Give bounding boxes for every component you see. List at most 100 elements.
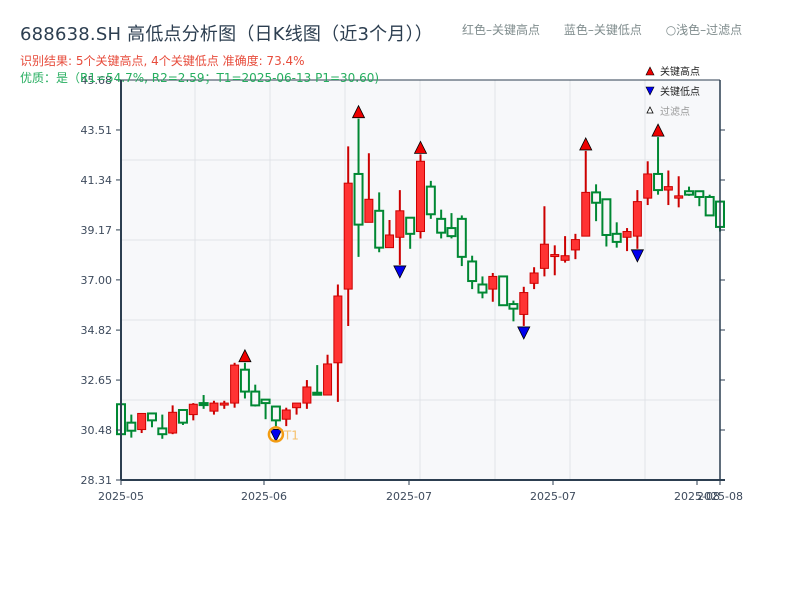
result-summary: 识别结果: 5个关键高点, 4个关键低点 准确度: 73.4% (20, 54, 305, 68)
key-high-marker (351, 104, 366, 119)
candle (177, 408, 188, 424)
candle (674, 195, 684, 199)
x-tick-label: 2025-07 (530, 490, 576, 503)
candle (550, 254, 560, 258)
candle (333, 295, 343, 364)
candle (239, 368, 250, 393)
x-tick-label: 2025-05 (98, 490, 144, 503)
candle (446, 227, 457, 238)
candle (632, 201, 642, 237)
candle (591, 191, 602, 204)
candle (643, 173, 653, 199)
legend-high-label: 关键高点 (660, 65, 700, 78)
chart-title: 688638.SH 高低点分析图（日K线图（近3个月）） (20, 24, 433, 45)
high-marker-legend-icon (645, 66, 655, 76)
candle (425, 185, 436, 216)
y-tick-label: 32.65 (81, 374, 113, 387)
candle (456, 217, 467, 258)
candle (157, 427, 168, 436)
legend-red-high: 红色–关键高点 (462, 23, 541, 37)
x-tick-label: 2025-08 (697, 490, 743, 503)
legend-light-filtered: ○浅色–过滤点 (665, 23, 743, 37)
y-tick-label: 30.48 (81, 424, 113, 437)
legend-filtered-label: 过滤点 (660, 105, 690, 118)
candle (260, 398, 271, 405)
candle (529, 272, 539, 284)
x-tick-label: 2025-07 (386, 490, 432, 503)
candle (364, 198, 374, 223)
key-low-marker (630, 249, 645, 263)
candle (436, 217, 447, 234)
y-tick-label: 39.17 (81, 224, 113, 237)
candle (312, 391, 323, 396)
candle (281, 409, 291, 420)
candle (137, 412, 147, 431)
candle (209, 402, 219, 412)
y-tick-label: 37.00 (81, 274, 113, 287)
candle (270, 405, 281, 422)
candle (611, 232, 622, 243)
key-high-marker (579, 137, 593, 151)
candle (188, 403, 198, 416)
low-marker-legend-icon (645, 86, 655, 96)
y-tick-label: 41.34 (81, 174, 113, 187)
key-low-marker (393, 265, 407, 279)
key-low-marker (517, 326, 531, 340)
x-tick-label: 2025-06 (241, 490, 287, 503)
candle (581, 191, 591, 237)
candle (416, 160, 425, 233)
key-point-markers: T1 (238, 104, 665, 443)
candle (198, 402, 209, 407)
candle (477, 283, 488, 294)
candle (374, 209, 385, 249)
candle (653, 172, 664, 192)
candle (343, 182, 353, 290)
legend-blue-low: 蓝色–关键低点 (563, 23, 642, 37)
candle (508, 303, 519, 310)
candle (230, 364, 240, 404)
y-tick-label: 45.68 (81, 74, 113, 87)
candle (395, 210, 405, 238)
y-tick-label: 43.51 (81, 124, 113, 137)
candle (219, 402, 229, 406)
candle (323, 363, 333, 396)
candle (694, 190, 705, 198)
key-high-marker (238, 348, 252, 363)
legend-low-label: 关键低点 (660, 85, 700, 98)
candle (570, 239, 580, 251)
color-legend: 红色–关键高点 蓝色–关键低点 ○浅色–过滤点 (462, 21, 742, 38)
candle (405, 216, 416, 235)
marker-legend: 关键高点 关键低点 过滤点 (645, 65, 700, 118)
candle (560, 255, 570, 261)
candle (385, 234, 395, 249)
candle (250, 390, 261, 407)
candle (601, 198, 612, 236)
key-low-marker (269, 429, 283, 443)
candle (498, 275, 509, 307)
y-tick-label: 28.31 (81, 474, 113, 487)
candle (168, 411, 178, 434)
filtered-marker-legend-icon (646, 106, 654, 114)
candle (539, 243, 549, 269)
x-tick-label: 2025-08 (674, 490, 720, 503)
candle (519, 292, 529, 315)
candle (126, 421, 137, 432)
key-high-marker (413, 140, 428, 154)
candle (146, 412, 157, 422)
y-tick-label: 34.82 (81, 324, 113, 337)
candle (467, 260, 478, 283)
candle (684, 190, 695, 196)
candle (622, 231, 632, 238)
quality-summary: 优质：是（R1=54.7%, R2=2.59；T1=2025-06-13 P1=… (20, 71, 380, 85)
candle (663, 186, 673, 191)
t1-label: T1 (283, 428, 299, 442)
key-high-marker (651, 123, 665, 137)
candle (353, 172, 364, 226)
candle (292, 402, 302, 409)
t1-ring (267, 426, 285, 443)
candle (302, 386, 312, 404)
axes: 28.31 30.48 32.65 34.82 37.00 39.17 41.34 43.51… (81, 74, 743, 503)
candle (488, 275, 498, 290)
grid-lines (121, 80, 720, 480)
